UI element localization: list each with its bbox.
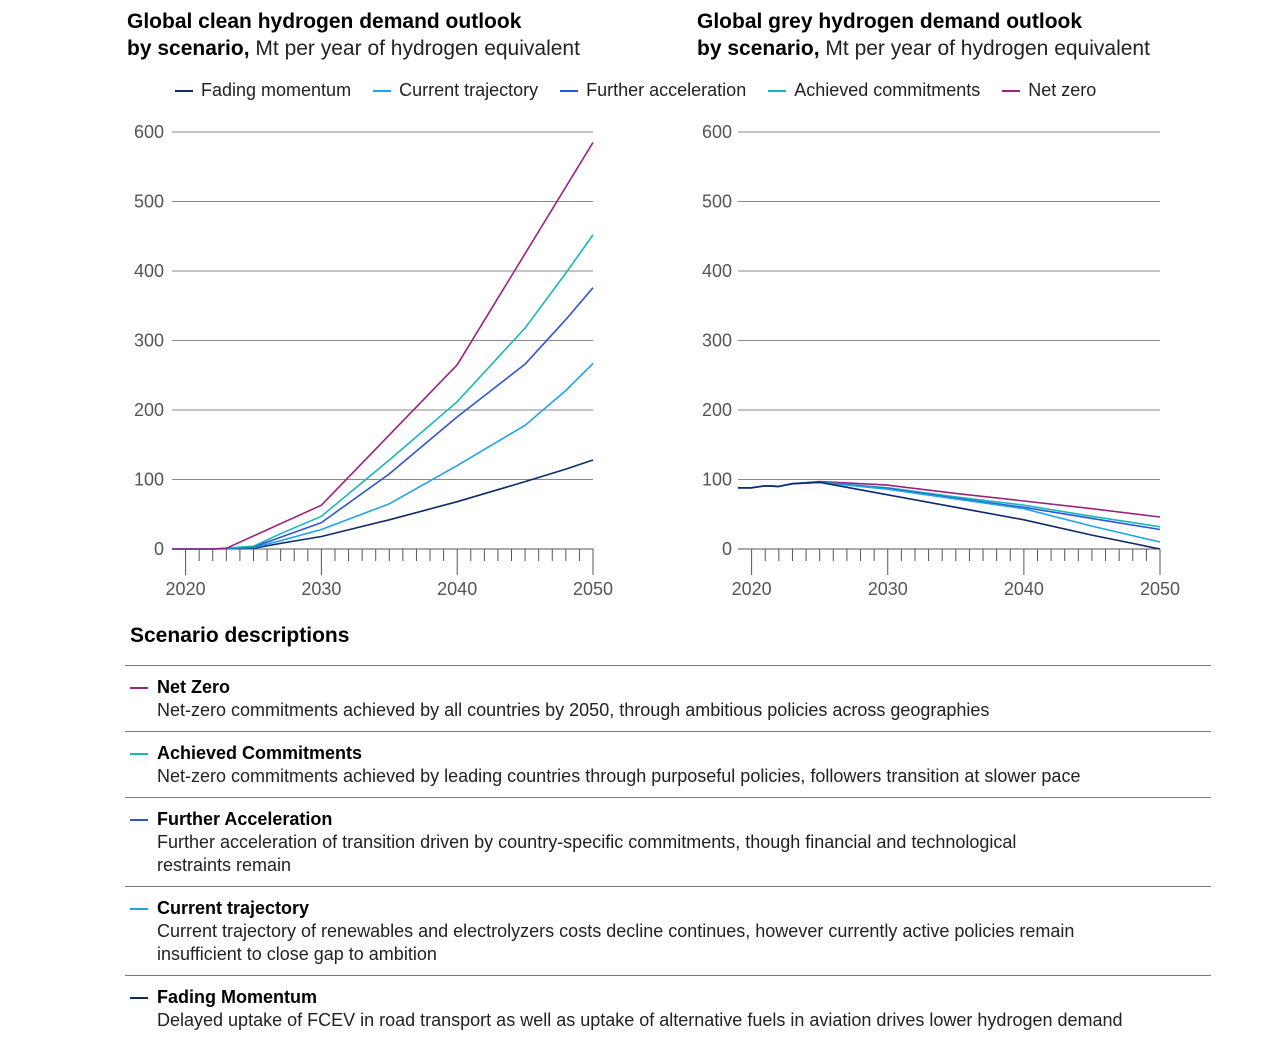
legend-label-achieved-commitments: Achieved commitments <box>794 80 981 100</box>
clean-chart-ytick-label-200: 200 <box>134 400 164 420</box>
grey-chart-ytick-label-200: 200 <box>702 400 732 420</box>
scenario-row-current-trajectory: Current trajectory Current trajectory of… <box>125 886 1211 975</box>
legend-swatch-current-trajectory <box>373 89 392 92</box>
legend-item-current-trajectory: Current trajectory <box>373 80 538 101</box>
grey-chart-xtick-label-2020: 2020 <box>732 579 772 599</box>
scenario-swatch-achieved-commitments <box>130 753 148 755</box>
chart-title-grey-main: Global grey hydrogen demand outlook <box>697 10 1083 33</box>
grey-chart-xtick-label-2040: 2040 <box>1004 579 1044 599</box>
scenario-swatch-current-trajectory <box>130 908 148 910</box>
clean-hydrogen-chart: 0 100 200 300 400 500 600 2020 2030 2040 2050 <box>134 122 613 599</box>
grey-hydrogen-chart: 0 100 200 300 400 500 600 2020 2030 2040 2050 <box>702 122 1180 599</box>
scenario-name: Achieved Commitments <box>157 743 363 763</box>
grey-chart-ytick-label-300: 300 <box>702 331 732 351</box>
scenario-text: Net-zero commitments achieved by leading… <box>157 766 1081 786</box>
scenario-text: Delayed uptake of FCEV in road transport… <box>157 1010 1123 1030</box>
grey-chart-ytick-label-0: 0 <box>722 539 732 559</box>
legend-label-further-acceleration: Further acceleration <box>586 80 747 100</box>
legend-swatch-achieved-commitments <box>768 89 787 92</box>
scenario-swatch-further-acceleration <box>130 819 148 821</box>
legend-item-achieved-commitments: Achieved commitments <box>768 80 980 101</box>
legend-swatch-net-zero <box>1002 89 1021 92</box>
legend-item-fading-momentum: Fading momentum <box>175 80 351 101</box>
grey-chart-xtick-label-2030: 2030 <box>868 579 908 599</box>
grey-chart-series-fading-momentum <box>738 481 1161 550</box>
scenario-descriptions-list: Net Zero Net-zero commitments achieved b… <box>125 665 1211 1041</box>
clean-chart-xtick-label-2050: 2050 <box>573 579 613 599</box>
scenario-descriptions-heading: Scenario descriptions <box>130 624 350 647</box>
chart-title-clean: Global clean hydrogen demand outlook by … <box>127 8 580 62</box>
scenario-text: Current trajectory of renewables and ele… <box>157 921 1075 964</box>
chart-subtitle-clean: Mt per year of hydrogen equivalent <box>255 37 580 60</box>
legend-item-further-acceleration: Further acceleration <box>560 80 746 101</box>
chart-legend: Fading momentum Current trajectory Furth… <box>175 80 1118 101</box>
scenario-row-net-zero: Net Zero Net-zero commitments achieved b… <box>125 665 1211 731</box>
grey-chart-series-achieved-commitments <box>738 481 1161 528</box>
scenario-row-achieved-commitments: Achieved Commitments Net-zero commitment… <box>125 731 1211 797</box>
scenario-swatch-net-zero <box>130 687 148 689</box>
legend-item-net-zero: Net zero <box>1002 80 1096 101</box>
scenario-name: Net Zero <box>157 677 231 697</box>
clean-chart-ytick-label-300: 300 <box>134 331 164 351</box>
clean-chart-ytick-label-0: 0 <box>154 539 164 559</box>
scenario-text: Further acceleration of transition drive… <box>157 832 1017 875</box>
legend-swatch-further-acceleration <box>560 89 579 92</box>
legend-label-current-trajectory: Current trajectory <box>399 80 539 100</box>
legend-label-fading-momentum: Fading momentum <box>201 80 352 100</box>
grey-chart-ytick-label-100: 100 <box>702 470 732 490</box>
legend-swatch-fading-momentum <box>175 89 193 92</box>
scenario-name: Current trajectory <box>157 898 310 918</box>
grey-chart-ytick-label-500: 500 <box>702 192 732 212</box>
legend-label-net-zero: Net zero <box>1028 80 1097 100</box>
grey-chart-xtick-label-2050: 2050 <box>1140 579 1180 599</box>
grey-chart-series-current-trajectory <box>738 481 1161 543</box>
scenario-row-further-acceleration: Further Acceleration Further acceleratio… <box>125 797 1211 886</box>
grey-chart-ytick-label-400: 400 <box>702 261 732 281</box>
scenario-row-fading-momentum: Fading Momentum Delayed uptake of FCEV i… <box>125 975 1211 1041</box>
clean-chart-ytick-label-500: 500 <box>134 192 164 212</box>
clean-chart-xtick-label-2040: 2040 <box>437 579 477 599</box>
scenario-name: Further Acceleration <box>157 809 333 829</box>
scenario-name: Fading Momentum <box>157 987 317 1007</box>
grey-chart-ytick-label-600: 600 <box>702 122 732 142</box>
chart-title-grey: Global grey hydrogen demand outlook by s… <box>697 8 1150 62</box>
clean-chart-series-achieved-commitments <box>172 234 594 550</box>
grey-chart-series-net-zero <box>738 480 1161 518</box>
clean-chart-ytick-label-600: 600 <box>134 122 164 142</box>
clean-chart-xtick-label-2020: 2020 <box>166 579 206 599</box>
clean-chart-ytick-label-400: 400 <box>134 261 164 281</box>
chart-title-clean-bold: by scenario, <box>127 37 250 60</box>
clean-chart-xtick-label-2030: 2030 <box>301 579 341 599</box>
clean-chart-series-net-zero <box>172 141 594 550</box>
chart-title-grey-bold: by scenario, <box>697 37 820 60</box>
scenario-text: Net-zero commitments achieved by all cou… <box>157 700 990 720</box>
chart-title-clean-main: Global clean hydrogen demand outlook <box>127 10 522 33</box>
scenario-swatch-fading-momentum <box>130 997 148 999</box>
clean-chart-ytick-label-100: 100 <box>134 470 164 490</box>
chart-subtitle-grey: Mt per year of hydrogen equivalent <box>825 37 1150 60</box>
